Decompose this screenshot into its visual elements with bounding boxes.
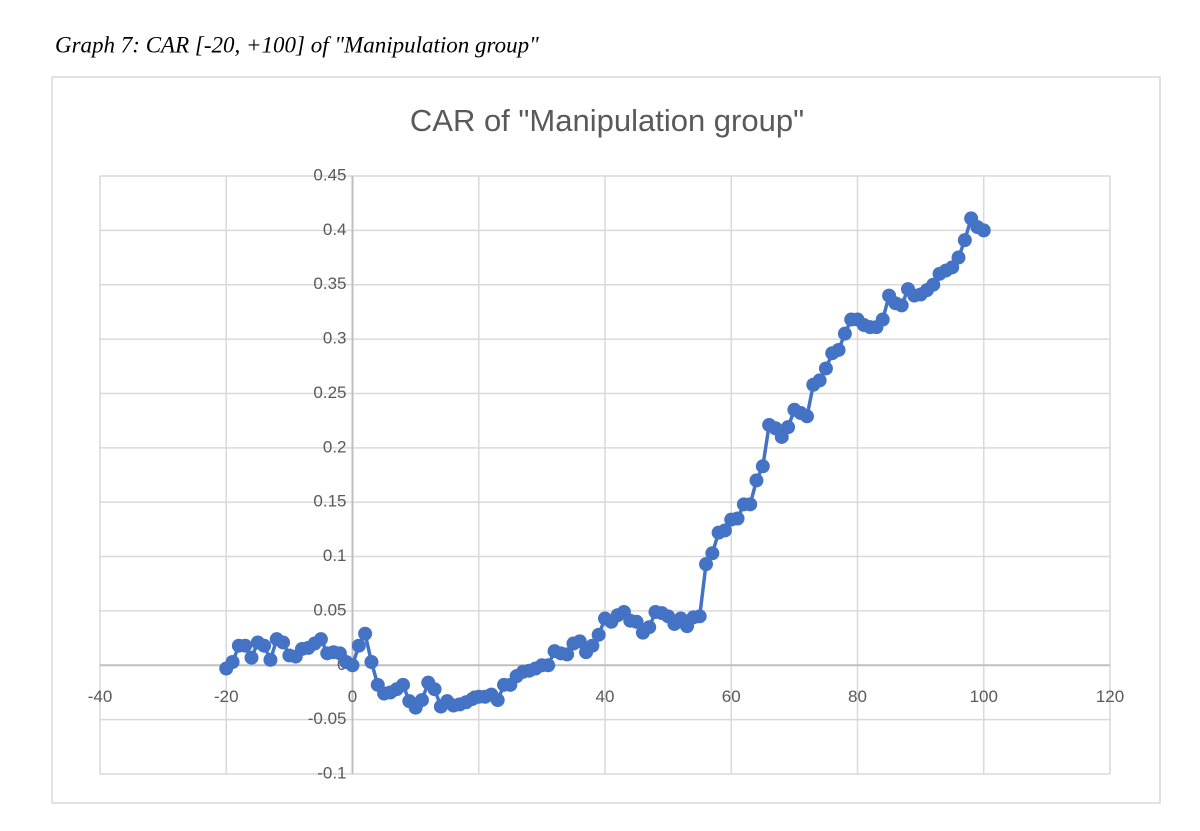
data-point xyxy=(837,326,852,341)
x-tick-label: -40 xyxy=(88,687,113,706)
data-point xyxy=(692,609,707,624)
data-point xyxy=(225,655,240,670)
y-tick-label: 0.2 xyxy=(323,437,347,456)
data-point xyxy=(560,647,575,662)
y-tick-label: -0.1 xyxy=(317,763,346,782)
x-tick-label: 40 xyxy=(596,687,615,706)
data-point xyxy=(743,497,758,512)
data-point xyxy=(812,373,827,388)
data-point xyxy=(629,614,644,629)
data-point xyxy=(364,655,379,670)
data-point xyxy=(257,638,272,653)
data-point xyxy=(244,650,259,665)
data-point xyxy=(875,312,890,327)
data-point xyxy=(313,632,328,647)
chart-title: CAR of "Manipulation group" xyxy=(410,103,804,138)
data-point xyxy=(957,233,972,248)
y-tick-label: 0.45 xyxy=(313,165,346,184)
data-point xyxy=(749,473,764,488)
data-point xyxy=(781,420,796,435)
data-point xyxy=(831,342,846,357)
x-tick-label: 80 xyxy=(848,687,867,706)
data-point xyxy=(358,626,373,641)
data-point xyxy=(585,638,600,653)
data-point xyxy=(345,658,360,673)
data-point xyxy=(800,409,814,424)
data-point xyxy=(427,682,442,697)
data-point xyxy=(705,546,720,561)
data-point xyxy=(976,223,991,238)
grid xyxy=(99,175,1111,775)
data-point xyxy=(591,627,606,642)
data-point xyxy=(351,638,366,653)
y-tick-label: 0.1 xyxy=(323,546,347,565)
y-tick-label: 0.35 xyxy=(313,274,346,293)
data-point xyxy=(755,459,770,474)
chart-frame xyxy=(51,76,1161,804)
data-point xyxy=(396,677,410,692)
data-point xyxy=(238,638,253,653)
data-point xyxy=(263,652,278,667)
x-tick-label: 100 xyxy=(970,687,998,706)
y-tick-label: 0.3 xyxy=(323,329,347,348)
x-tick-label: 60 xyxy=(722,687,741,706)
data-point xyxy=(699,557,713,572)
plot xyxy=(219,211,991,715)
data-point xyxy=(572,634,587,649)
data-point xyxy=(951,250,966,265)
x-tick-label: 0 xyxy=(348,687,357,706)
data-point xyxy=(926,277,941,292)
y-tick-label: 0.4 xyxy=(323,220,347,239)
data-point xyxy=(276,635,291,650)
y-tick-label: 0.25 xyxy=(313,383,346,402)
data-point xyxy=(730,511,745,526)
data-point xyxy=(541,658,556,673)
x-tick-label: -20 xyxy=(214,687,239,706)
data-point xyxy=(717,523,732,538)
data-point xyxy=(894,298,909,313)
data-point xyxy=(490,693,505,708)
x-tick-label: 120 xyxy=(1096,687,1124,706)
data-point xyxy=(414,693,429,708)
y-tick-label: -0.05 xyxy=(308,709,347,728)
y-tick-label: 0.15 xyxy=(313,492,346,511)
caption: Graph 7: CAR [-20, +100] of "Manipulatio… xyxy=(55,32,539,57)
y-tick-label: 0.05 xyxy=(313,600,346,619)
data-point xyxy=(818,361,833,376)
data-point xyxy=(642,620,657,635)
